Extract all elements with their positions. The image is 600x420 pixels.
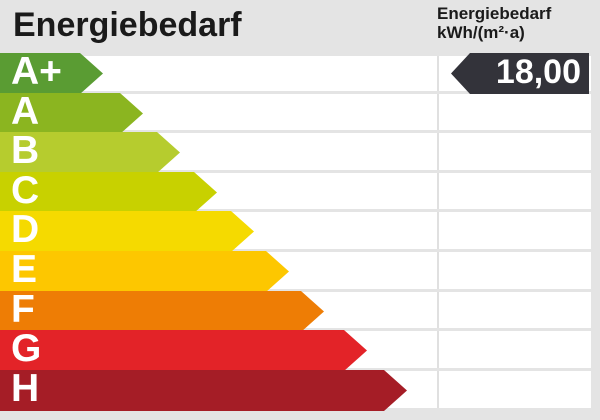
svg-text:E: E <box>11 251 37 291</box>
svg-text:H: H <box>11 370 39 410</box>
svg-text:F: F <box>11 291 35 331</box>
svg-text:G: G <box>11 330 41 370</box>
svg-text:D: D <box>11 211 39 251</box>
svg-text:C: C <box>11 172 39 212</box>
svg-text:18,00: 18,00 <box>496 53 581 91</box>
svg-text:B: B <box>11 132 39 172</box>
svg-text:A+: A+ <box>11 53 62 93</box>
svg-text:A: A <box>11 93 39 133</box>
